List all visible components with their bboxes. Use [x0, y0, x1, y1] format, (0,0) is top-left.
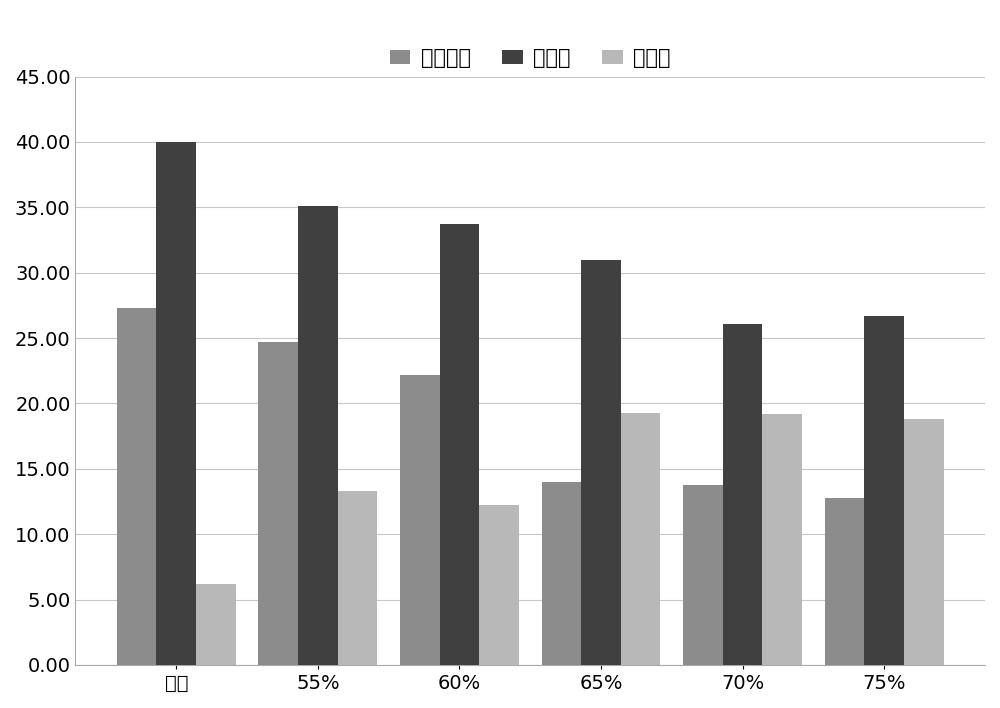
Bar — [825, 498, 864, 665]
Bar — [581, 260, 621, 665]
Bar — [904, 419, 944, 665]
Bar — [156, 142, 196, 665]
Bar — [440, 224, 479, 665]
Bar — [196, 584, 236, 665]
Legend: 半纤维素, 纤维素, 木质素: 半纤维素, 纤维素, 木质素 — [381, 40, 679, 76]
Bar — [338, 491, 377, 665]
Bar — [258, 342, 298, 665]
Bar — [621, 413, 660, 665]
Bar — [479, 506, 519, 665]
Bar — [683, 484, 723, 665]
Bar — [400, 375, 440, 665]
Bar — [723, 324, 762, 665]
Bar — [298, 206, 338, 665]
Bar — [117, 308, 156, 665]
Bar — [864, 316, 904, 665]
Bar — [762, 414, 802, 665]
Bar — [542, 482, 581, 665]
